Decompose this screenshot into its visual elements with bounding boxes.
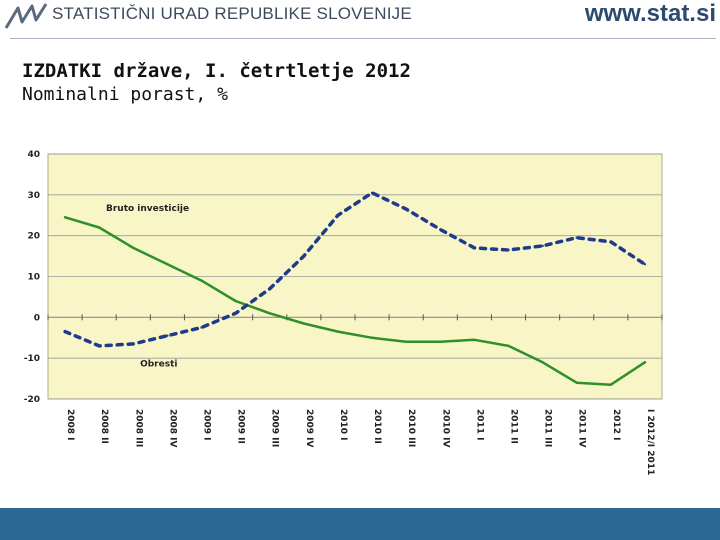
data-point	[132, 246, 135, 250]
header: STATISTIČNI URAD REPUBLIKE SLOVENIJE www…	[0, 0, 720, 40]
data-point	[609, 383, 613, 386]
data-point	[63, 330, 67, 333]
x-tick-label: 2009 II	[236, 409, 246, 444]
line-chart: 40 30 20 10 0 -10 -20 2008 I 2008 II 2008 III 2008…	[24, 150, 663, 475]
x-tick-label: 2011 I	[474, 409, 484, 441]
slide-title: IZDATKI države, I. četrtletje 2012	[22, 60, 411, 82]
data-point	[200, 279, 203, 282]
data-point	[575, 236, 578, 239]
data-point	[132, 342, 135, 346]
data-point	[507, 248, 510, 252]
y-tick-label: 10	[27, 273, 40, 283]
data-point	[507, 344, 510, 348]
data-point	[166, 334, 169, 337]
data-point	[234, 312, 237, 315]
org-name: STATISTIČNI URAD REPUBLIKE SLOVENIJE	[52, 4, 412, 23]
x-tick-label: 2012 I	[611, 409, 621, 441]
series-line-bruto-investicije	[63, 216, 647, 386]
data-point	[166, 263, 169, 266]
data-point	[575, 381, 578, 384]
x-tick-label: 2011 II	[509, 409, 519, 444]
data-point	[473, 246, 476, 250]
x-tick-label: 2008 IV	[167, 409, 177, 448]
data-point	[643, 361, 647, 364]
y-tick-label: -10	[24, 354, 40, 364]
x-tick-label: I 2012/I 2011	[645, 409, 655, 475]
data-point	[439, 340, 442, 344]
data-point	[609, 240, 613, 243]
x-tick-label: 2010 II	[372, 409, 382, 444]
data-point	[643, 263, 647, 266]
data-point	[336, 214, 340, 217]
slide-subtitle: Nominalni porast, %	[22, 84, 228, 105]
y-tick-label: 20	[27, 232, 40, 242]
data-point	[268, 312, 271, 315]
x-tick-label: 2009 III	[270, 409, 280, 447]
data-point	[268, 287, 271, 290]
sors-logo-icon	[4, 3, 48, 29]
data-point	[404, 207, 408, 211]
series-line-obresti	[63, 191, 647, 348]
data-point	[336, 330, 340, 333]
data-point	[97, 226, 101, 229]
data-point	[97, 344, 101, 348]
data-point	[370, 191, 374, 194]
data-point	[370, 336, 374, 339]
x-tick-label: 2011 III	[543, 409, 553, 447]
y-tick-label: 30	[27, 191, 40, 201]
data-point	[63, 216, 67, 219]
y-tick-label: 0	[34, 313, 40, 323]
series-label: Bruto investicije	[106, 204, 189, 214]
data-point	[404, 340, 408, 344]
data-point	[302, 254, 306, 258]
x-tick-label: 2010 III	[406, 409, 416, 447]
x-tick-label: 2008 I	[65, 409, 75, 441]
x-tick-label: 2011 IV	[577, 409, 587, 448]
series-label: Obresti	[140, 359, 177, 369]
footer-bar	[0, 508, 720, 540]
x-tick-label: 2008 III	[133, 409, 143, 447]
data-point	[234, 299, 237, 303]
header-divider	[10, 38, 716, 39]
y-tick-label: 40	[27, 150, 40, 160]
data-point	[541, 361, 544, 364]
data-point	[439, 228, 442, 231]
data-point	[473, 338, 476, 341]
data-point	[200, 326, 203, 329]
x-tick-label: 2009 I	[202, 409, 212, 441]
x-tick-label: 2009 IV	[304, 409, 314, 448]
data-point	[302, 322, 306, 325]
x-tick-label: 2008 II	[99, 409, 109, 444]
x-tick-label: 2010 IV	[440, 409, 450, 448]
site-url[interactable]: www.stat.si	[584, 0, 716, 27]
data-point	[541, 244, 544, 248]
x-tick-label: 2010 I	[338, 409, 348, 441]
y-tick-label: -20	[24, 395, 40, 405]
